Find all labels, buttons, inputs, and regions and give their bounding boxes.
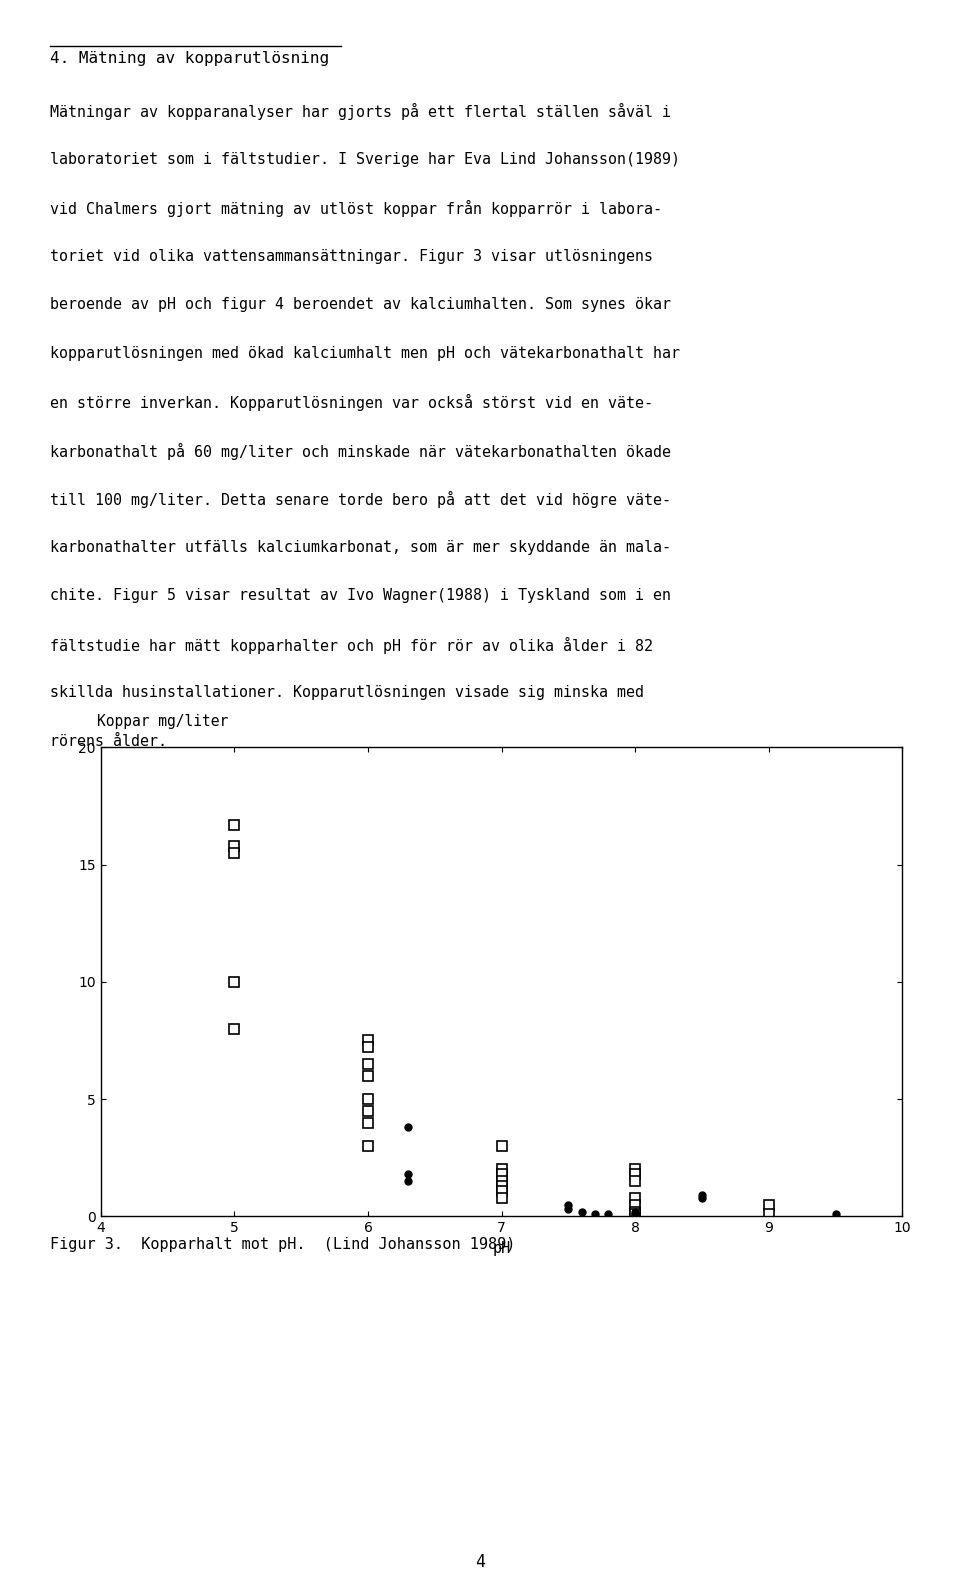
- X-axis label: pH: pH: [492, 1240, 511, 1256]
- Text: karbonathalter utfälls kalciumkarbonat, som är mer skyddande än mala-: karbonathalter utfälls kalciumkarbonat, …: [50, 539, 671, 555]
- Text: 4. Mätning av kopparutlösning: 4. Mätning av kopparutlösning: [50, 51, 329, 65]
- Text: karbonathalt på 60 mg/liter och minskade när vätekarbonathalten ökade: karbonathalt på 60 mg/liter och minskade…: [50, 444, 671, 460]
- Text: toriet vid olika vattensammansättningar. Figur 3 visar utlösningens: toriet vid olika vattensammansättningar.…: [50, 250, 653, 264]
- Text: Mätningar av kopparanalyser har gjorts på ett flertal ställen såväl i: Mätningar av kopparanalyser har gjorts p…: [50, 103, 671, 121]
- Text: Koppar mg/liter: Koppar mg/liter: [97, 714, 228, 728]
- Text: till 100 mg/liter. Detta senare torde bero på att det vid högre väte-: till 100 mg/liter. Detta senare torde be…: [50, 491, 671, 509]
- Text: vid Chalmers gjort mätning av utlöst koppar från kopparrör i labora-: vid Chalmers gjort mätning av utlöst kop…: [50, 200, 662, 218]
- Text: fältstudie har mätt kopparhalter och pH för rör av olika ålder i 82: fältstudie har mätt kopparhalter och pH …: [50, 636, 653, 653]
- Text: Figur 3.  Kopparhalt mot pH.  (Lind Johansson 1989): Figur 3. Kopparhalt mot pH. (Lind Johans…: [50, 1237, 516, 1251]
- Text: beroende av pH och figur 4 beroendet av kalciumhalten. Som synes ökar: beroende av pH och figur 4 beroendet av …: [50, 297, 671, 312]
- Text: rörens ålder.: rörens ålder.: [50, 733, 167, 749]
- Text: skillda husinstallationer. Kopparutlösningen visade sig minska med: skillda husinstallationer. Kopparutlösni…: [50, 685, 644, 700]
- Text: chite. Figur 5 visar resultat av Ivo Wagner(1988) i Tyskland som i en: chite. Figur 5 visar resultat av Ivo Wag…: [50, 588, 671, 603]
- Text: kopparutlösningen med ökad kalciumhalt men pH och vätekarbonathalt har: kopparutlösningen med ökad kalciumhalt m…: [50, 345, 680, 361]
- Text: en större inverkan. Kopparutlösningen var också störst vid en väte-: en större inverkan. Kopparutlösningen va…: [50, 394, 653, 412]
- Text: laboratoriet som i fältstudier. I Sverige har Eva Lind Johansson(1989): laboratoriet som i fältstudier. I Sverig…: [50, 151, 680, 167]
- Text: 4: 4: [475, 1553, 485, 1571]
